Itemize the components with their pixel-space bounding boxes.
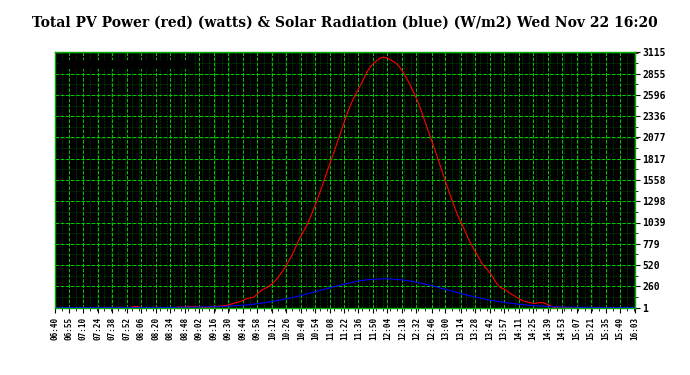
Text: Copyright 2006 Cartronics.com: Copyright 2006 Cartronics.com (61, 60, 195, 69)
Text: Total PV Power (red) (watts) & Solar Radiation (blue) (W/m2) Wed Nov 22 16:20: Total PV Power (red) (watts) & Solar Rad… (32, 15, 658, 30)
